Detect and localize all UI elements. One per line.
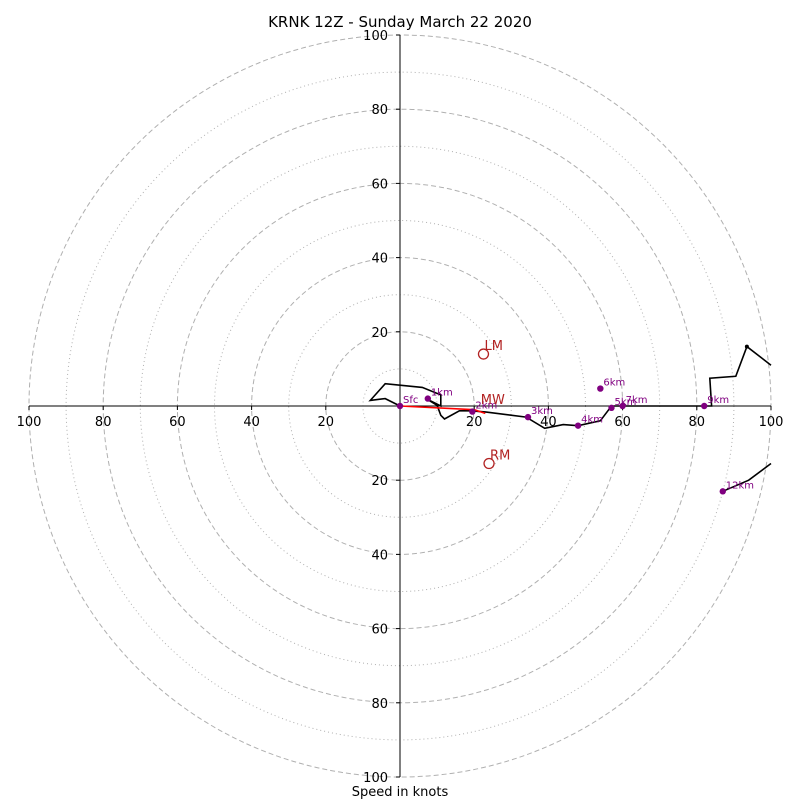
height-point-5km <box>608 404 615 412</box>
height-label-2km: 2km <box>475 401 497 412</box>
y-tick-label: 20 <box>371 326 388 341</box>
x-tick-label: 20 <box>318 415 335 430</box>
y-tick-label: 60 <box>371 623 388 638</box>
y-tick-label: 80 <box>371 697 388 712</box>
height-point-4km <box>574 422 582 429</box>
height-label-Sfc: Sfc <box>403 395 418 406</box>
x-tick-label: 60 <box>169 415 186 430</box>
x-axis-label: Speed in knots <box>352 785 449 800</box>
height-label-7km: 7km <box>626 395 648 406</box>
height-point-12km <box>719 488 726 495</box>
height-label-6km: 6km <box>603 378 625 389</box>
height-point-9km <box>701 402 708 410</box>
wind-profile-tail <box>722 462 772 493</box>
x-tick-label: 100 <box>759 415 784 430</box>
x-tick-label: 80 <box>689 415 706 430</box>
x-tick-label: 100 <box>17 415 42 430</box>
x-tick-label: 40 <box>243 415 260 430</box>
y-tick-label: 20 <box>371 474 388 489</box>
height-label-5km: 5km <box>614 397 636 408</box>
y-tick-label: 100 <box>363 29 388 44</box>
storm-motion-label-LM: LM <box>484 339 502 354</box>
storm-motion-RM <box>483 457 495 470</box>
height-point-6km <box>597 385 604 392</box>
height-point-2km <box>469 408 476 415</box>
y-tick-label: 40 <box>371 252 388 267</box>
height-point-1km <box>424 395 432 402</box>
y-tick-label: 80 <box>371 103 388 118</box>
height-point-Sfc <box>396 402 404 410</box>
storm-motion-label-RM: RM <box>490 449 510 464</box>
y-tick-label: 100 <box>363 771 388 786</box>
height-point-7km <box>619 402 626 410</box>
wind-profile-line <box>368 345 772 430</box>
height-label-3km: 3km <box>531 406 553 417</box>
storm-motions: LM MW RM <box>477 339 510 470</box>
storm-motion-LM <box>477 348 490 360</box>
x-tick-label: 20 <box>466 415 483 430</box>
height-label-1km: 1km <box>431 388 453 399</box>
wind-traces <box>368 344 772 493</box>
height-label-9km: 9km <box>707 395 729 406</box>
height-point-3km <box>524 413 532 421</box>
x-tick-label: 80 <box>95 415 112 430</box>
height-label-4km: 4km <box>581 415 603 426</box>
profile-arrow-marker <box>744 344 749 349</box>
x-tick-label: 60 <box>614 415 631 430</box>
chart-title: KRNK 12Z - Sunday March 22 2020 <box>268 13 532 31</box>
height-label-12km: 12km <box>726 480 754 491</box>
storm-motion-label-MW: MW <box>481 393 505 408</box>
y-tick-label: 60 <box>371 177 388 192</box>
y-tick-label: 40 <box>371 548 388 563</box>
